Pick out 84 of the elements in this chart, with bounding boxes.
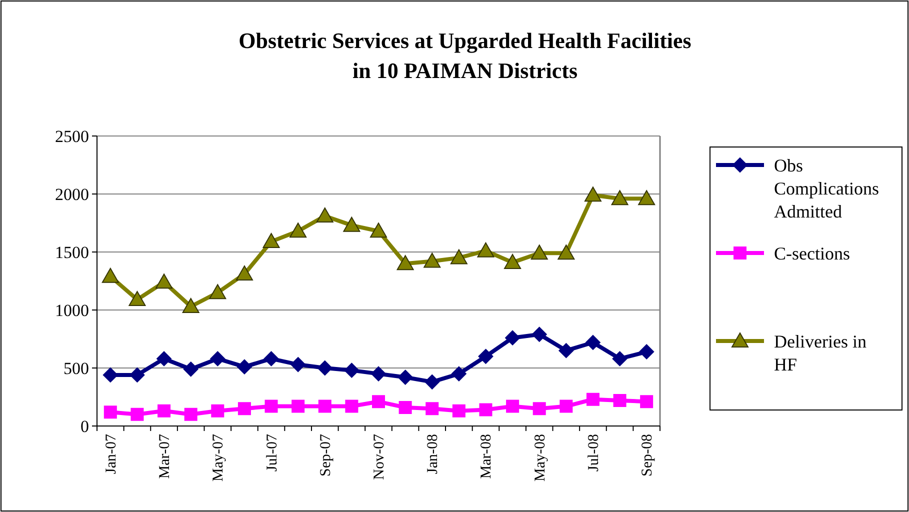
- point: [558, 244, 575, 260]
- y-tick-label: 500: [64, 358, 89, 378]
- point: [102, 268, 119, 283]
- point: [128, 291, 146, 306]
- point: [344, 362, 360, 378]
- point: [290, 222, 307, 238]
- point: [450, 249, 468, 264]
- point: [158, 404, 171, 418]
- point: [156, 274, 173, 289]
- y-tick-label: 1500: [55, 242, 89, 262]
- point: [370, 222, 387, 238]
- point: [451, 366, 466, 382]
- point: [345, 400, 358, 413]
- point: [506, 400, 520, 413]
- point: [560, 400, 573, 413]
- point: [262, 233, 280, 248]
- point: [236, 266, 253, 281]
- point: [343, 216, 360, 232]
- x-tick-label: Mar-07: [157, 434, 174, 479]
- point: [264, 400, 278, 413]
- y-tick-label: 0: [80, 416, 89, 436]
- point: [130, 367, 145, 382]
- x-tick-label: May-08: [532, 434, 548, 482]
- point: [264, 351, 279, 366]
- point: [398, 400, 412, 414]
- point: [424, 252, 441, 268]
- point: [210, 351, 226, 366]
- point: [584, 186, 602, 202]
- chart-title: Obstetric Services at Upgarded Health Facilities in 10 PAIMAN Districts: [238, 28, 692, 83]
- y-tick-label: 1000: [55, 300, 89, 320]
- point: [290, 357, 306, 372]
- point: [211, 404, 224, 418]
- point: [236, 359, 252, 374]
- point: [530, 244, 548, 260]
- point: [371, 366, 386, 382]
- legend-label: Obs Complications Admitted: [774, 155, 879, 222]
- point: [611, 190, 628, 206]
- point: [183, 362, 198, 377]
- point: [558, 343, 574, 358]
- point: [398, 370, 413, 385]
- point: [639, 344, 654, 360]
- point: [396, 255, 414, 270]
- point: [452, 404, 466, 418]
- point: [209, 284, 226, 300]
- point: [424, 374, 440, 390]
- point: [426, 402, 439, 416]
- x-tick-label: May-07: [210, 434, 227, 482]
- point: [613, 394, 626, 407]
- point: [586, 392, 600, 406]
- point: [318, 400, 332, 413]
- y-tick-label: 2500: [55, 126, 89, 146]
- point: [479, 403, 492, 416]
- point: [585, 334, 600, 350]
- y-tick-label: 2000: [55, 184, 89, 204]
- point: [532, 402, 546, 416]
- point: [505, 330, 520, 346]
- point: [372, 395, 385, 408]
- point: [504, 254, 522, 269]
- point: [102, 367, 118, 382]
- point: [184, 408, 198, 421]
- point: [104, 406, 117, 419]
- point: [292, 400, 305, 413]
- x-tick-label: Jul-07: [264, 434, 280, 472]
- legend-label: C-sections: [774, 243, 850, 264]
- point: [638, 190, 656, 206]
- point: [316, 208, 334, 223]
- x-tick-label: Jan-07: [103, 434, 120, 474]
- point: [478, 348, 494, 364]
- point: [238, 402, 251, 416]
- x-tick-label: Jan-08: [425, 434, 442, 474]
- x-tick-label: Sep-07: [318, 434, 334, 476]
- point: [130, 408, 144, 421]
- point: [156, 351, 172, 366]
- x-tick-label: Mar-08: [478, 434, 495, 479]
- point: [532, 326, 547, 342]
- x-tick-label: Nov-07: [372, 434, 388, 480]
- point: [317, 360, 332, 376]
- x-tick-label: Jul-08: [586, 434, 602, 472]
- point: [640, 395, 654, 408]
- x-tick-label: Sep-08: [640, 434, 656, 476]
- legend-label: Deliveries in HF: [774, 331, 866, 374]
- point: [612, 351, 628, 366]
- point: [182, 298, 200, 314]
- point: [477, 242, 494, 258]
